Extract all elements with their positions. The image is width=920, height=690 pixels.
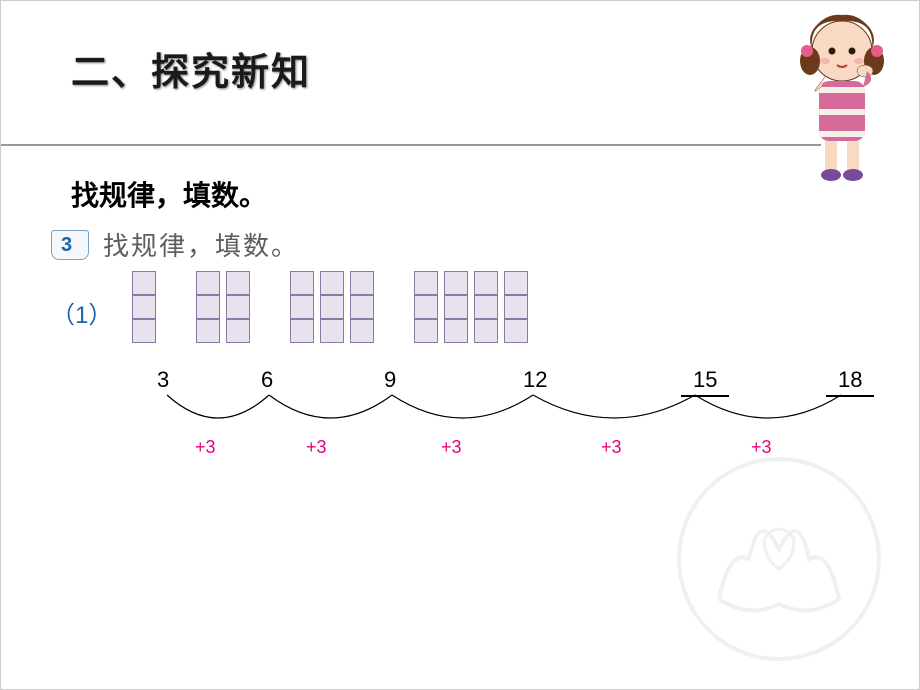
divider-line	[1, 144, 821, 146]
block-column	[132, 271, 156, 343]
block-cell	[226, 319, 250, 343]
increment-label: +3	[441, 437, 462, 458]
book-icon: 3	[51, 228, 91, 262]
block-cell	[474, 319, 498, 343]
block-cell	[504, 295, 528, 319]
block-cell	[132, 319, 156, 343]
block-cell	[290, 295, 314, 319]
block-cell	[444, 271, 468, 295]
block-cell	[414, 319, 438, 343]
block-cell	[350, 271, 374, 295]
arc	[533, 395, 695, 418]
block-cell	[504, 271, 528, 295]
book-instruction: 找规律，填数。	[103, 226, 299, 263]
block-cell	[474, 271, 498, 295]
block-cell	[226, 295, 250, 319]
arc	[695, 395, 841, 418]
block-cell	[414, 271, 438, 295]
girl-thinking-icon	[777, 9, 907, 189]
block-cell	[132, 295, 156, 319]
block-cell	[444, 295, 468, 319]
block-group	[132, 271, 156, 343]
instruction-text: 找规律，填数。	[71, 174, 869, 214]
block-cell	[320, 295, 344, 319]
sequence-number: 3	[157, 367, 169, 393]
block-column	[196, 271, 220, 343]
book-number: 3	[61, 234, 72, 257]
block-column	[290, 271, 314, 343]
block-group	[414, 271, 528, 343]
blocks-container	[132, 271, 528, 343]
book-row: 3 找规律，填数。	[51, 226, 869, 263]
block-cell	[504, 319, 528, 343]
watermark-icon	[669, 449, 889, 669]
sequence-number: 12	[523, 367, 547, 393]
block-group	[290, 271, 374, 343]
increment-label: +3	[601, 437, 622, 458]
arc	[392, 395, 533, 418]
block-cell	[320, 271, 344, 295]
block-column	[226, 271, 250, 343]
block-cell	[350, 295, 374, 319]
block-cell	[320, 319, 344, 343]
block-column	[414, 271, 438, 343]
section-title: 二、探究新知	[71, 41, 869, 96]
arc	[167, 395, 269, 418]
block-cell	[226, 271, 250, 295]
block-cell	[132, 271, 156, 295]
block-cell	[290, 271, 314, 295]
block-column	[444, 271, 468, 343]
block-cell	[444, 319, 468, 343]
blocks-row: （1）	[51, 271, 869, 343]
slide: 二、探究新知 找规律，填数。 3 找规律，填数。 （1）	[0, 0, 920, 690]
arcs-svg	[111, 391, 911, 441]
block-column	[350, 271, 374, 343]
block-cell	[196, 271, 220, 295]
block-column	[320, 271, 344, 343]
block-cell	[350, 319, 374, 343]
block-cell	[196, 319, 220, 343]
block-group	[196, 271, 250, 343]
sequence-number: 9	[384, 367, 396, 393]
sequence-number: 6	[261, 367, 273, 393]
block-column	[504, 271, 528, 343]
increment-label: +3	[306, 437, 327, 458]
block-cell	[290, 319, 314, 343]
block-column	[474, 271, 498, 343]
arc	[269, 395, 392, 418]
block-cell	[474, 295, 498, 319]
block-cell	[196, 295, 220, 319]
increment-label: +3	[195, 437, 216, 458]
block-cell	[414, 295, 438, 319]
subproblem-label: （1）	[51, 295, 112, 330]
